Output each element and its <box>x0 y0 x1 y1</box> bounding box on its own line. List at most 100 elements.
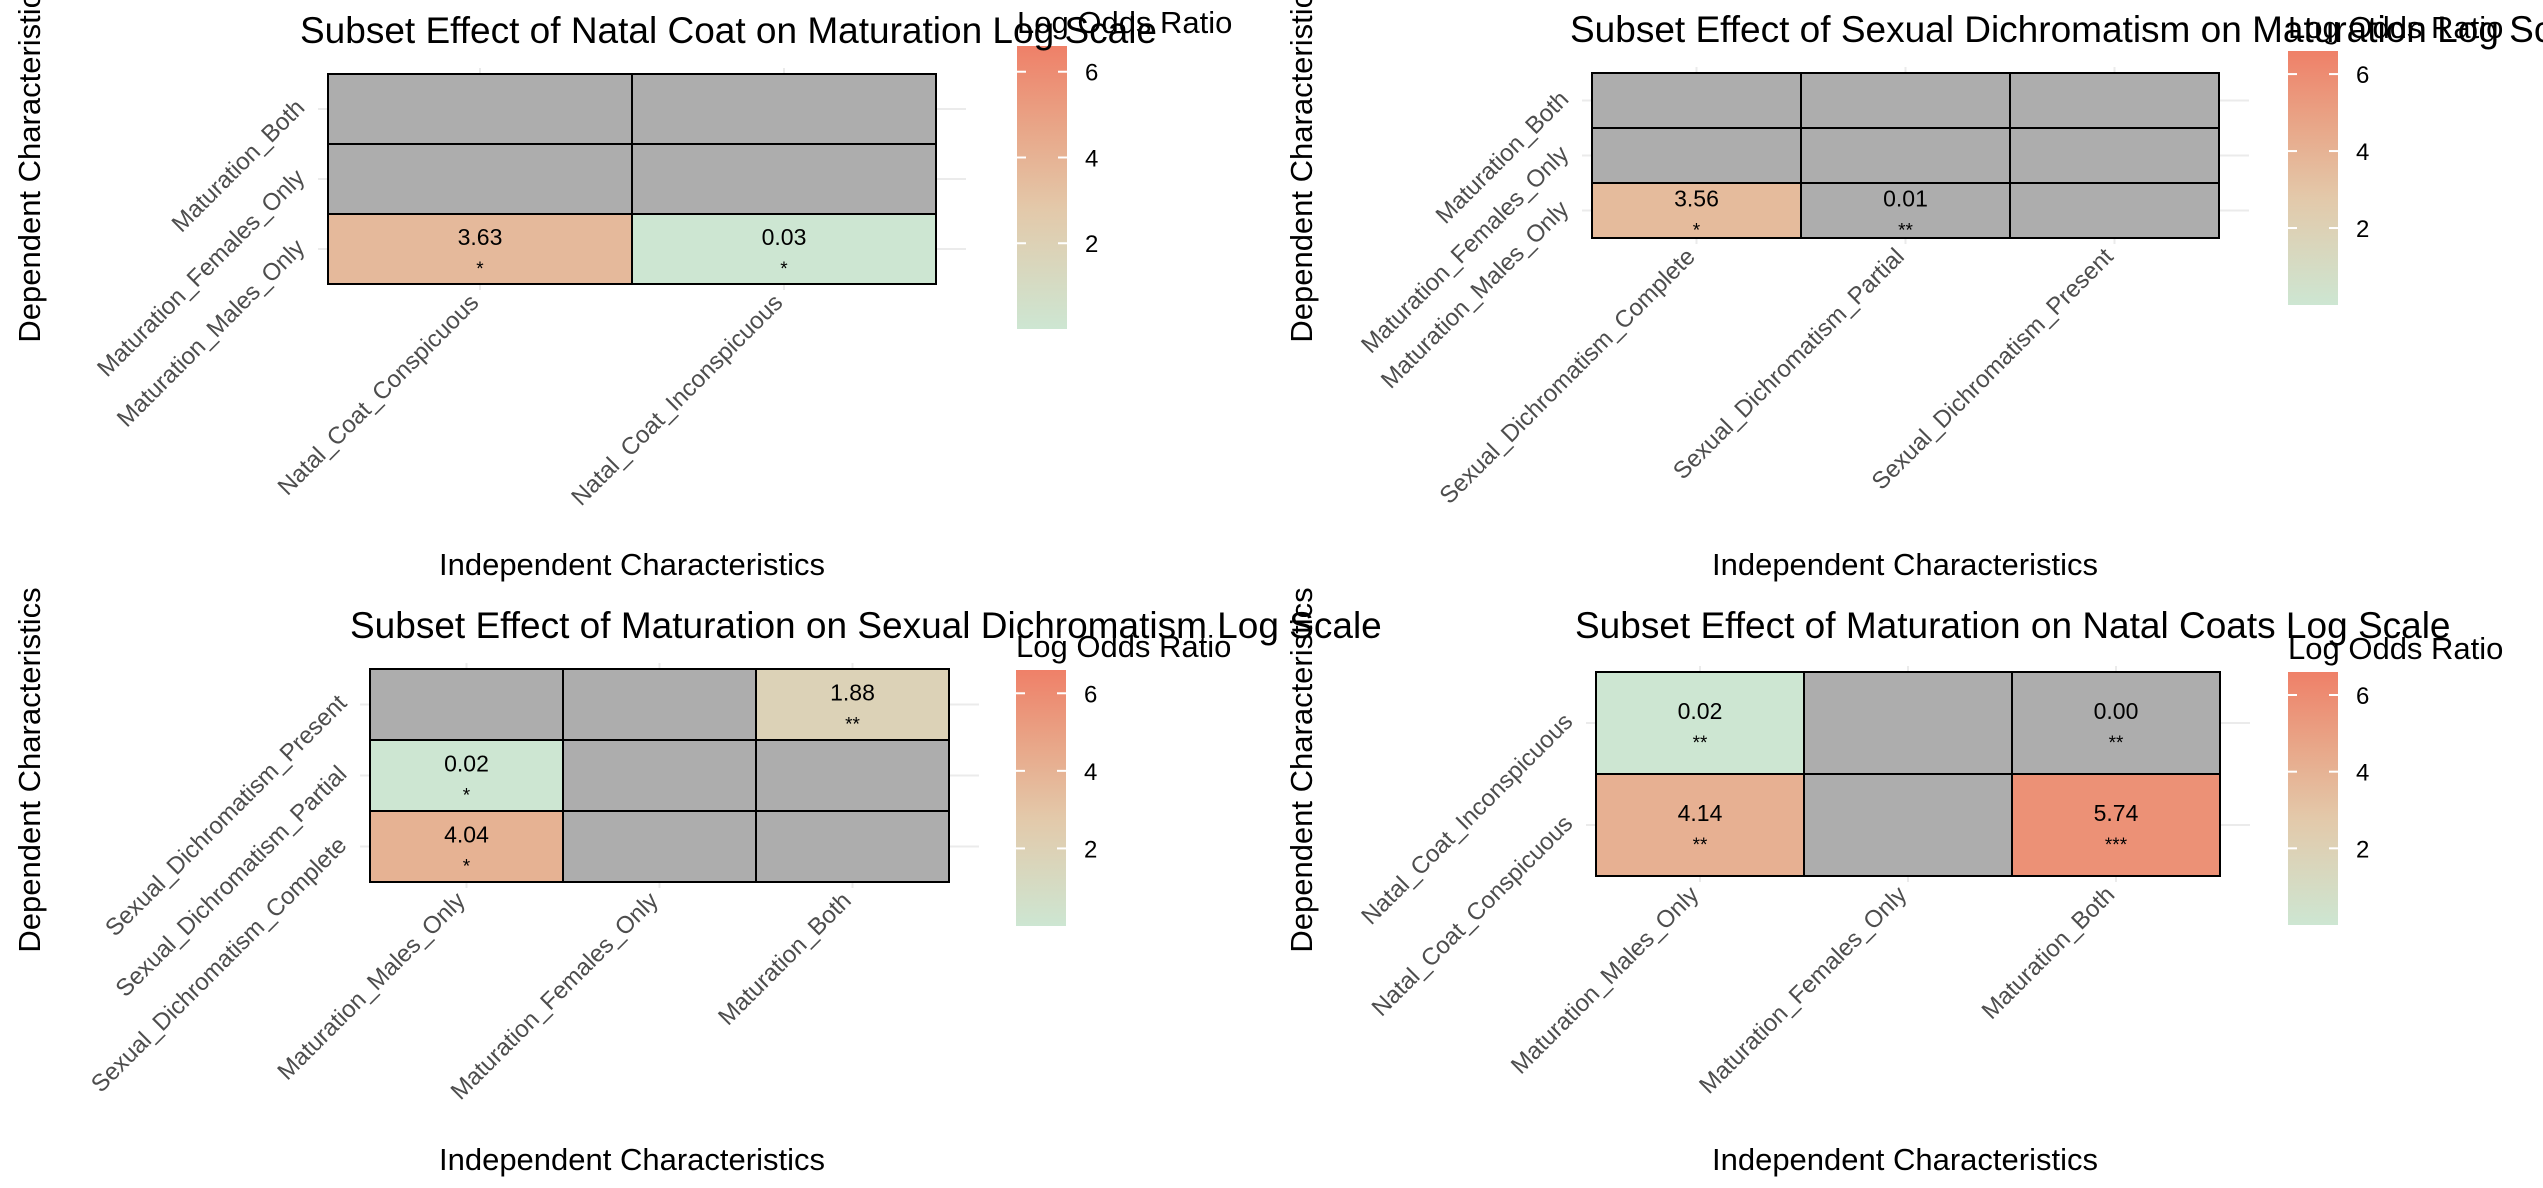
legend-tick-label: 2 <box>1084 836 1097 863</box>
significance-label: ** <box>1693 733 1708 754</box>
legend-tick-label: 6 <box>1084 681 1097 708</box>
legend-colorbar <box>2288 51 2338 305</box>
legend-tick-label: 4 <box>2356 760 2369 787</box>
cell-value-label: 4.14 <box>1678 800 1723 826</box>
heatmap-tile <box>2011 671 2221 775</box>
legend-tick-label: 6 <box>2356 62 2369 89</box>
heatmap-tile <box>369 739 564 812</box>
x-tick-label: Maturation_Both <box>1977 881 2121 1025</box>
significance-label: * <box>463 786 471 807</box>
significance-label: ** <box>2109 733 2124 754</box>
legend-title: Log Odds Ratio <box>1016 629 1231 664</box>
cell-value-label: 0.02 <box>1678 698 1723 724</box>
x-axis-title: Independent Characteristics <box>1712 1142 2098 1177</box>
x-axis-title: Independent Characteristics <box>439 547 825 582</box>
legend-title: Log Odds Ratio <box>1017 5 1232 40</box>
plot-title: Subset Effect of Natal Coat on Maturatio… <box>300 10 1157 51</box>
heatmap-tile <box>1595 671 1805 775</box>
legend-tick-label: 2 <box>1085 231 1098 258</box>
cell-value-label: 5.74 <box>2094 800 2139 826</box>
heatmap-tile <box>631 143 937 215</box>
heatmap-tile <box>1800 182 2011 239</box>
heatmap-tile <box>1800 127 2011 184</box>
y-tick-label: Natal_Coat_Conspicuous <box>1367 810 1579 1022</box>
heatmap-tile <box>1591 182 1802 239</box>
legend-colorbar <box>1016 670 1066 926</box>
cell-value-label: 0.01 <box>1883 186 1928 212</box>
y-axis-title: Dependent Characteristics <box>12 0 47 343</box>
heatmap-tile <box>1800 72 2011 129</box>
legend-title: Log Odds Ratio <box>2288 631 2503 666</box>
legend-tick-label: 2 <box>2356 836 2369 863</box>
y-axis-title: Dependent Characteristics <box>1284 587 1319 952</box>
cell-value-label: 4.04 <box>444 822 489 848</box>
legend-tick-label: 4 <box>1084 759 1097 786</box>
heatmap-tile <box>1591 72 1802 129</box>
cell-value-label: 0.00 <box>2094 698 2139 724</box>
cell-value-label: 3.56 <box>1674 186 1719 212</box>
significance-label: * <box>476 259 484 280</box>
heatmap-tile <box>327 213 633 285</box>
significance-label: * <box>1693 221 1701 242</box>
plot-title: Subset Effect of Maturation on Sexual Di… <box>350 605 1382 646</box>
y-axis-title: Dependent Characteristics <box>12 587 47 952</box>
plot-title: Subset Effect of Maturation on Natal Coa… <box>1575 605 2451 646</box>
x-tick-label: Maturation_Males_Only <box>1506 881 1704 1079</box>
legend-tick-label: 2 <box>2356 216 2369 243</box>
legend-tick-label: 6 <box>2356 683 2369 710</box>
heatmap-tile <box>562 668 757 741</box>
significance-label: ** <box>1898 221 1913 242</box>
x-tick-label: Sexual_Dichromatism_Partial <box>1668 243 1910 485</box>
y-tick-label: Natal_Coat_Inconspicuous <box>1356 708 1578 930</box>
heatmap-tile <box>2011 773 2221 877</box>
x-tick-label: Natal_Coat_Conspicuous <box>273 289 485 501</box>
legend-tick-label: 6 <box>1085 60 1098 87</box>
heatmap-tile <box>327 143 633 215</box>
legend-title: Log Odds Ratio <box>2288 10 2503 45</box>
heatmap-tile <box>1803 671 2013 775</box>
significance-label: * <box>463 857 471 878</box>
heatmap-tile <box>2009 127 2220 184</box>
legend-colorbar <box>1017 46 1067 329</box>
y-axis-title: Dependent Characteristics <box>1284 0 1319 343</box>
significance-label: ** <box>1693 835 1708 856</box>
heatmap-tile <box>2009 72 2220 129</box>
x-tick-label: Maturation_Both <box>713 887 857 1031</box>
heatmap-tile <box>369 810 564 883</box>
heatmap-tile <box>562 739 757 812</box>
heatmap-tile <box>755 739 950 812</box>
x-tick-label: Maturation_Females_Only <box>446 887 664 1105</box>
heatmap-panel-1: 3.63 * 0.03 * Natal_Coat_Conspicuous Natal_Co… <box>12 0 1232 582</box>
cell-value-label: 0.03 <box>762 224 807 250</box>
heatmap-panel-4: 0.02 ** 0.00 ** 4.14 ** 5.74 *** Maturation_Male… <box>1284 587 2503 1177</box>
significance-label: *** <box>2105 835 2128 856</box>
legend-colorbar <box>2288 672 2338 925</box>
heatmap-tile <box>2009 182 2220 239</box>
heatmap-tile <box>562 810 757 883</box>
legend-tick-label: 4 <box>1085 145 1098 172</box>
x-axis-title: Independent Characteristics <box>439 1142 825 1177</box>
heatmap-tile <box>1591 127 1802 184</box>
x-tick-label: Sexual_Dichromatism_Present <box>1867 243 2119 495</box>
significance-label: * <box>780 259 788 280</box>
heatmap-tile <box>631 73 937 145</box>
y-tick-label: Maturation_Females_Only <box>1356 141 1574 359</box>
heatmap-tile <box>327 73 633 145</box>
heatmap-tile <box>1803 773 2013 877</box>
cell-value-label: 1.88 <box>830 680 875 706</box>
cell-value-label: 0.02 <box>444 751 489 777</box>
plot-title: Subset Effect of Sexual Dichromatism on … <box>1570 9 2543 50</box>
heatmap-tile <box>369 668 564 741</box>
cell-value-label: 3.63 <box>458 224 503 250</box>
x-tick-label: Natal_Coat_Inconspicuous <box>566 289 788 511</box>
heatmap-tile <box>1595 773 1805 877</box>
legend-tick-label: 4 <box>2356 139 2369 166</box>
significance-label: ** <box>845 715 860 736</box>
x-axis-title: Independent Characteristics <box>1712 547 2098 582</box>
heatmap-tile <box>755 810 950 883</box>
x-tick-label: Maturation_Males_Only <box>272 887 470 1085</box>
heatmap-tile <box>631 213 937 285</box>
heatmap-panel-2: 3.56*0.01**Sexual_Dichromatism_CompleteS… <box>1284 0 2543 582</box>
heatmap-panel-3: 1.88**0.02*4.04*Maturation_Males_OnlyMat… <box>12 587 1382 1177</box>
